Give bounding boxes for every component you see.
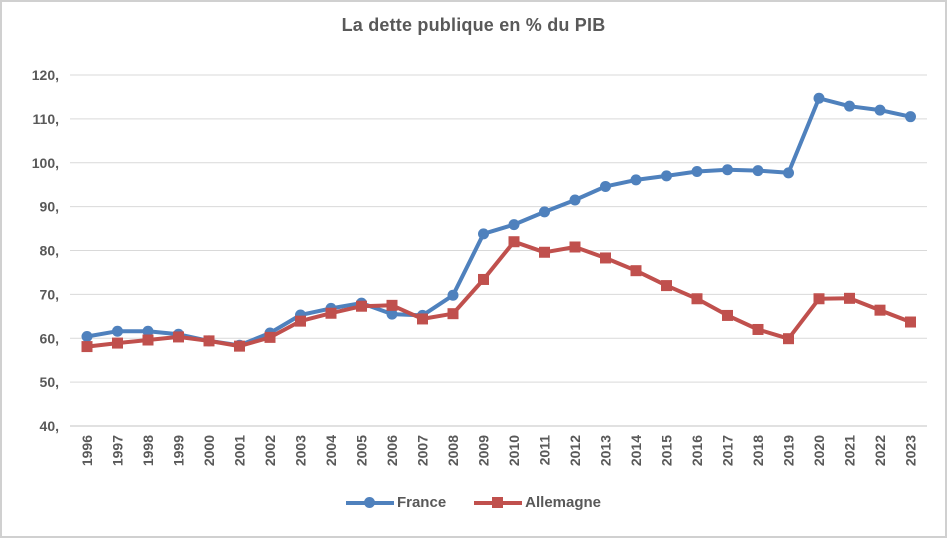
x-tick-label: 2004 xyxy=(323,435,339,466)
france-data-point xyxy=(691,166,703,178)
allemagne-data-point xyxy=(478,273,489,285)
chart-title: La dette publique en % du PIB xyxy=(341,15,606,35)
allemagne-data-point xyxy=(813,293,825,305)
allemagne-data-point xyxy=(142,334,154,346)
x-tick-label: 2013 xyxy=(598,435,614,466)
france-data-point xyxy=(722,164,733,176)
allemagne-data-point xyxy=(844,292,855,304)
x-tick-label: 2015 xyxy=(659,435,675,466)
france-data-point xyxy=(508,219,520,231)
x-tick-label: 1998 xyxy=(140,435,156,466)
x-tick-label: 2021 xyxy=(842,435,858,466)
x-tick-label: 2005 xyxy=(354,435,370,466)
allemagne-data-point xyxy=(325,307,337,319)
x-tick-label: 1999 xyxy=(171,435,187,466)
allemagne-data-point xyxy=(539,246,550,258)
x-tick-label: 2000 xyxy=(201,435,217,466)
allemagne-data-point xyxy=(722,309,733,321)
y-tick-label: 120, xyxy=(32,67,59,83)
allemagne-data-point xyxy=(600,252,611,264)
allemagne-data-point xyxy=(173,331,184,343)
allemagne-data-point xyxy=(691,293,703,305)
x-tick-label: 2003 xyxy=(293,435,309,466)
x-tick-label: 2007 xyxy=(415,435,431,466)
allemagne-data-point xyxy=(752,323,764,335)
france-data-point xyxy=(386,308,398,320)
france-data-point xyxy=(874,104,886,116)
france-data-point xyxy=(783,167,794,179)
allemagne-data-point xyxy=(234,340,245,352)
x-tick-label: 2014 xyxy=(628,435,644,466)
allemagne-data-point xyxy=(508,236,520,248)
allemagne-data-point xyxy=(203,335,215,347)
allemagne-series-line xyxy=(85,239,913,349)
x-tick-label: 1997 xyxy=(110,435,126,466)
y-tick-label: 40, xyxy=(40,418,59,434)
y-tick-label: 90, xyxy=(40,199,59,215)
x-tick-label: 2016 xyxy=(689,435,705,466)
y-tick-label: 100, xyxy=(32,155,59,171)
x-tick-label: 1996 xyxy=(79,435,95,466)
x-tick-label: 2001 xyxy=(232,435,248,466)
y-tick-label: 60, xyxy=(40,330,59,346)
y-tick-label: 110, xyxy=(33,111,59,127)
allemagne-data-point xyxy=(783,333,794,345)
allemagne-data-point xyxy=(81,341,93,353)
chart-legend: France Allemagne xyxy=(2,494,945,511)
x-tick-label: 2008 xyxy=(445,435,461,466)
france-data-point xyxy=(630,174,642,186)
france-data-point xyxy=(752,165,764,177)
france-data-point xyxy=(142,325,154,337)
allemagne-data-point xyxy=(630,265,642,277)
x-tick-label: 2009 xyxy=(476,435,492,466)
allemagne-data-point xyxy=(905,316,916,328)
y-tick-label: 50, xyxy=(40,374,59,390)
allemagne-square-marker-icon xyxy=(492,496,504,508)
allemagne-data-point xyxy=(112,337,123,349)
france-circle-marker-icon xyxy=(363,496,375,508)
x-tick-label: 2011 xyxy=(537,435,553,466)
legend-label-allemagne: Allemagne xyxy=(525,494,602,511)
allemagne-data-point xyxy=(264,331,276,343)
x-tick-label: 2012 xyxy=(567,435,583,466)
x-tick-label: 2017 xyxy=(720,435,736,466)
legend-item-allemagne: Allemagne xyxy=(474,494,601,511)
x-tick-label: 2018 xyxy=(750,435,766,466)
allemagne-data-point xyxy=(874,304,886,316)
allemagne-data-point xyxy=(295,315,306,327)
france-data-point xyxy=(478,228,489,240)
allemagne-data-point xyxy=(447,308,459,320)
legend-item-france: France xyxy=(345,494,447,511)
allemagne-data-point xyxy=(569,241,581,253)
france-data-point xyxy=(813,92,825,104)
france-data-point xyxy=(447,289,459,301)
x-tick-label: 2002 xyxy=(262,435,278,466)
allemagne-data-point xyxy=(661,280,672,292)
x-tick-label: 2019 xyxy=(781,435,797,466)
x-tick-label: 2022 xyxy=(872,435,888,466)
x-tick-label: 2020 xyxy=(811,435,827,466)
france-data-point xyxy=(81,330,93,342)
france-data-point xyxy=(600,180,611,192)
y-tick-label: 70, xyxy=(40,286,59,302)
legend-label-france: France xyxy=(396,494,447,511)
france-data-point xyxy=(905,111,916,123)
france-data-point xyxy=(539,206,550,218)
x-tick-label: 2023 xyxy=(903,435,919,466)
x-tick-label: 2006 xyxy=(384,435,400,466)
france-data-point xyxy=(844,100,855,112)
france-legend-swatch xyxy=(345,496,394,509)
france-series-line xyxy=(85,96,913,348)
allemagne-data-point xyxy=(356,300,367,312)
france-data-point xyxy=(661,170,672,182)
allemagne-data-point xyxy=(417,313,428,325)
x-tick-label: 2010 xyxy=(506,435,522,466)
france-data-point xyxy=(569,194,581,206)
allemagne-data-point xyxy=(386,299,398,311)
france-data-point xyxy=(112,325,123,337)
allemagne-legend-swatch xyxy=(474,496,523,509)
y-tick-label: 80, xyxy=(40,243,59,259)
